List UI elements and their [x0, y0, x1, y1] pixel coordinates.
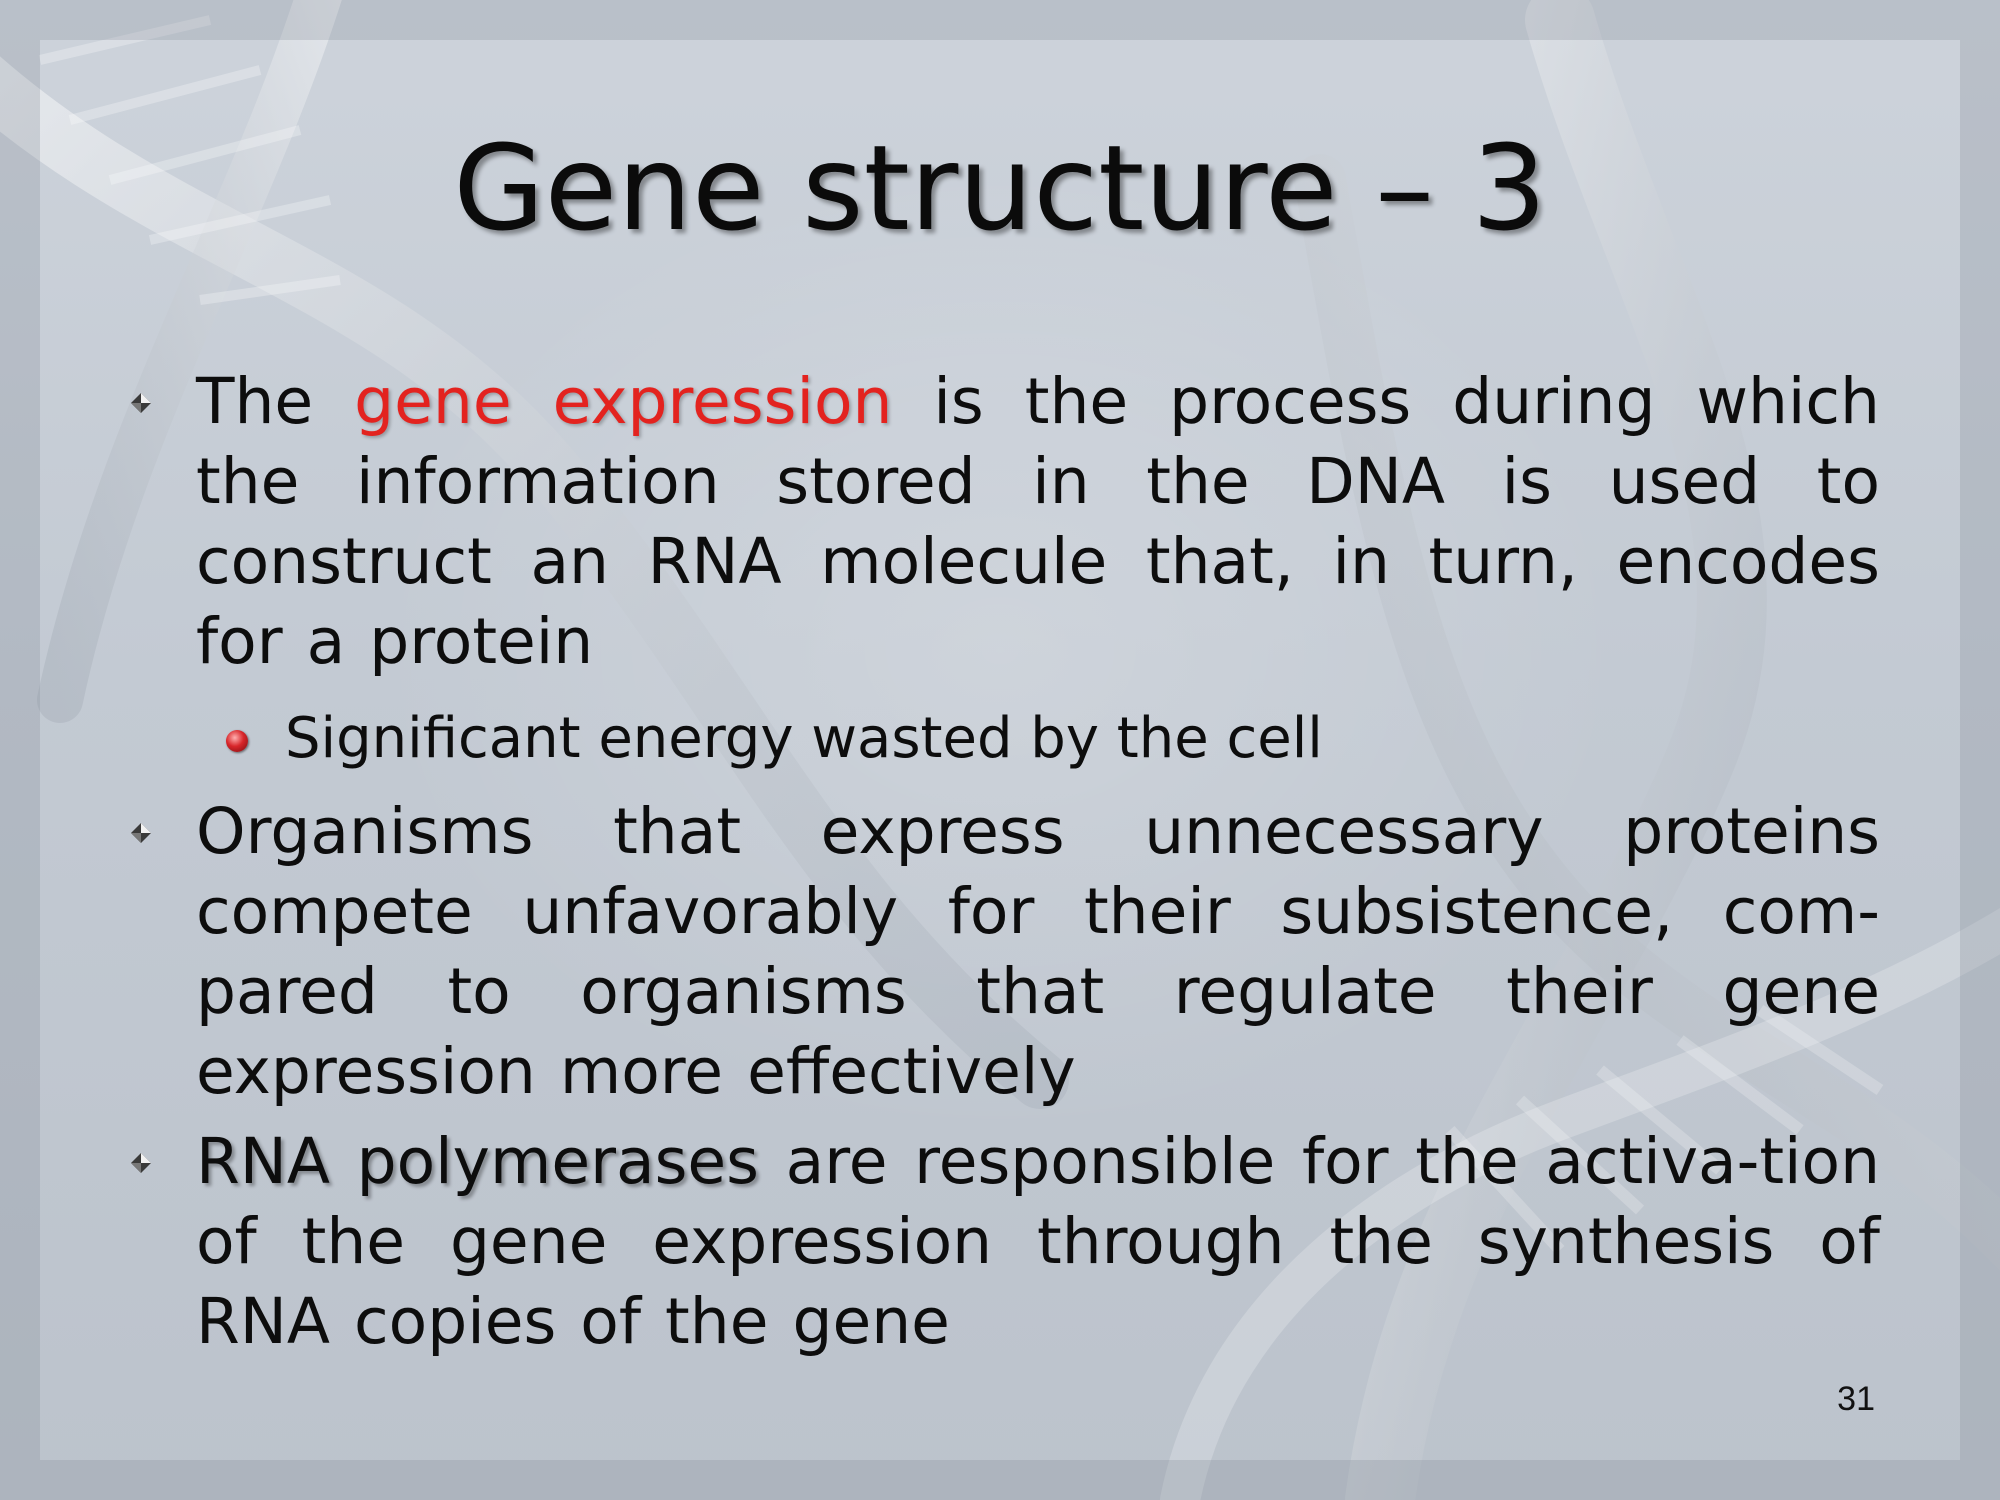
rna-polymerases-highlight: RNA polymerases — [196, 1125, 760, 1198]
bullet-list: The gene expression is the process durin… — [130, 362, 1880, 1362]
diamond-bullet-icon — [131, 1153, 151, 1173]
bullet-1-text-a: The — [196, 365, 355, 438]
page-number: 31 — [1837, 1380, 1875, 1418]
diamond-bullet-icon — [131, 823, 151, 843]
bullet-item-2: Organisms that express unnecessary prote… — [130, 792, 1880, 1112]
slide-title: Gene structure – 3 — [453, 119, 1547, 257]
bullet-item-1: The gene expression is the process durin… — [130, 362, 1880, 682]
bullet-1-text-b: is the process during which the informat… — [196, 365, 1880, 678]
bullet-2-text: Organisms that express unnecessary prote… — [196, 795, 1880, 1108]
sub-bullet-item-1: Significant energy wasted by the cell — [130, 704, 1880, 774]
diamond-bullet-icon — [131, 393, 151, 413]
red-ball-bullet-icon — [226, 730, 248, 752]
gene-expression-highlight: gene expression — [354, 365, 893, 438]
sub-bullet-1-text: Significant energy wasted by the cell — [285, 706, 1323, 771]
bullet-item-3: RNA polymerases are responsible for the … — [130, 1122, 1880, 1362]
bullet-3-text: are responsible for the activa-tion of t… — [196, 1125, 1881, 1358]
